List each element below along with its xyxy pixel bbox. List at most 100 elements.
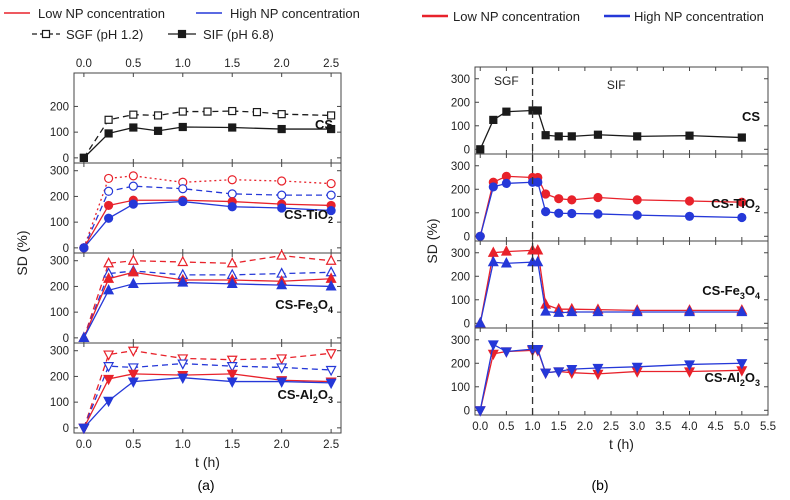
data-point <box>79 153 88 162</box>
panel-label: CS-Fe3O4 <box>702 283 760 301</box>
y-tick-label: 200 <box>50 101 69 113</box>
y-tick-label: 300 <box>451 248 470 260</box>
legend-swatch-sif-marker <box>177 29 187 39</box>
x-tick-label: 1.0 <box>175 439 191 451</box>
x-tick-label: 0.0 <box>472 421 488 433</box>
data-point <box>129 123 138 132</box>
data-point <box>476 145 485 154</box>
y-axis-label: SD (%) <box>424 218 440 263</box>
panel-b-3: 0 100 200 300 CS-Al2O3 <box>451 327 769 417</box>
data-point <box>276 363 288 374</box>
data-point <box>226 362 238 373</box>
series-line-0 <box>479 349 742 411</box>
data-point <box>500 257 512 268</box>
y-axis-label: SD (%) <box>14 230 30 275</box>
data-point <box>593 192 603 203</box>
data-point <box>127 346 139 357</box>
data-point <box>554 132 563 141</box>
data-point <box>325 365 337 377</box>
data-point <box>128 199 138 209</box>
y-tick-label: 100 <box>451 295 470 307</box>
data-point <box>128 181 138 191</box>
x-tick-label: 2.5 <box>323 439 339 451</box>
y-tick-label: 200 <box>451 184 470 196</box>
x-tick-label: 2.0 <box>577 421 593 433</box>
x-tick-label: 1.0 <box>525 421 541 433</box>
data-point <box>500 245 512 256</box>
panel-b-2: 0 100 200 300 CS-Fe3O4 <box>451 240 769 330</box>
data-point <box>103 396 115 408</box>
data-point <box>226 257 238 268</box>
data-point <box>325 254 337 265</box>
x-axis-label: t (h) <box>609 436 634 452</box>
data-point <box>276 278 288 290</box>
data-point <box>326 190 336 200</box>
data-point <box>633 132 642 141</box>
legend-label-sif: SIF (pH 6.8) <box>203 27 274 42</box>
x-tick-label-top: 2.0 <box>274 58 290 70</box>
y-tick-label: 100 <box>50 217 69 229</box>
x-tick-label: 3.0 <box>629 421 645 433</box>
data-point <box>226 377 238 388</box>
data-point <box>736 359 748 370</box>
data-point <box>228 123 237 132</box>
data-point <box>276 354 288 365</box>
data-point <box>489 115 498 125</box>
panel-label: CS-TiO2 <box>284 207 333 225</box>
series-line-1 <box>83 126 332 159</box>
panel-b-0: 0 100 200 300 CS <box>451 66 769 156</box>
data-point <box>127 277 139 288</box>
y-tick-label: 200 <box>50 371 69 383</box>
data-point <box>226 369 238 381</box>
legend-label-high: High NP concentration <box>230 6 360 21</box>
data-point <box>104 115 113 124</box>
x-tick-label: 5.5 <box>760 421 776 433</box>
data-point <box>593 130 603 139</box>
data-point <box>277 124 286 134</box>
data-point <box>178 184 188 194</box>
data-point <box>276 249 288 260</box>
chart-b: 0 100 200 300 CS 0 100 200 300 CS-TiO2 0 100 200 300 C… <box>422 9 776 452</box>
data-point <box>532 345 544 356</box>
data-point <box>532 244 544 255</box>
data-point <box>277 190 287 200</box>
y-tick-label: 0 <box>63 243 69 255</box>
data-point <box>127 254 139 265</box>
y-tick-label: 0 <box>464 231 470 243</box>
data-point <box>277 176 287 186</box>
data-point <box>474 406 486 417</box>
data-point <box>567 195 577 205</box>
x-tick-label: 4.5 <box>708 421 724 433</box>
y-tick-label: 0 <box>464 144 470 156</box>
chart-a: 0 100 200 CS 0 100 200 300 CS-TiO2 0 100 200 300 CS-F… <box>4 6 360 470</box>
data-point <box>501 178 511 188</box>
data-point <box>104 173 114 184</box>
data-point <box>554 208 564 218</box>
data-point <box>103 257 115 268</box>
data-point <box>533 106 542 115</box>
legend-label-high: High NP concentration <box>634 9 764 24</box>
data-point <box>227 175 237 185</box>
data-point <box>593 209 603 219</box>
y-tick-label: 100 <box>50 127 69 139</box>
data-point <box>78 423 90 435</box>
panel-frame <box>73 342 342 434</box>
x-tick-label: 4.0 <box>682 421 698 433</box>
caption-b: (b) <box>591 477 608 493</box>
data-point <box>153 126 163 135</box>
data-point <box>129 110 138 119</box>
x-tick-label: 0.5 <box>125 439 141 451</box>
y-tick-label: 300 <box>451 74 470 86</box>
data-point <box>325 349 337 360</box>
panel-label: CS <box>742 109 760 124</box>
data-point <box>487 340 499 351</box>
panel-frame <box>474 327 769 416</box>
x-tick-label: 2.5 <box>603 421 619 433</box>
phase-label-sgf: SGF <box>494 74 519 88</box>
panel-frame <box>73 72 342 164</box>
data-point <box>475 231 485 241</box>
x-tick-label-top: 0.0 <box>76 58 92 70</box>
data-point <box>553 306 565 317</box>
caption-a: (a) <box>197 477 214 493</box>
y-tick-label: 100 <box>451 382 470 394</box>
